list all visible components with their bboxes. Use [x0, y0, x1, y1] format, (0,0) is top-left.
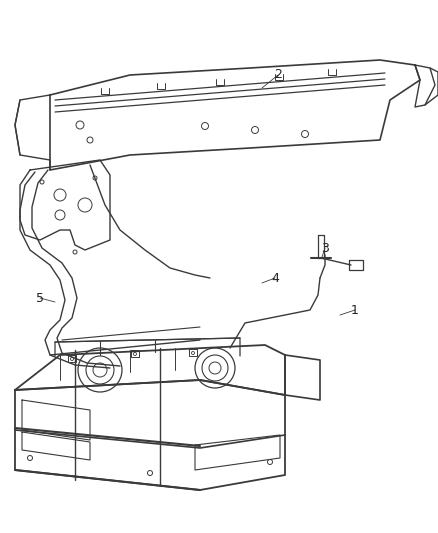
Text: 2: 2	[274, 69, 282, 82]
Text: 5: 5	[36, 292, 44, 304]
Text: 3: 3	[321, 241, 329, 254]
Text: 4: 4	[271, 271, 279, 285]
Text: 1: 1	[351, 303, 359, 317]
